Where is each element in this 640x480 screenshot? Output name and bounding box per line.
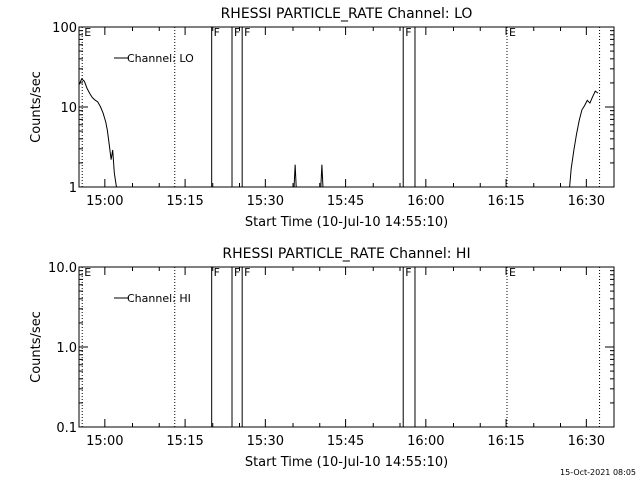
- event-marker-label: F: [234, 26, 240, 39]
- legend-label: Channel: HI: [127, 292, 191, 305]
- x-tick-label: 15:30: [247, 434, 284, 449]
- y-tick-label: 0.1: [56, 421, 77, 436]
- y-tick-label: 100: [52, 21, 77, 36]
- series-line-segment: [569, 90, 599, 188]
- x-tick-label: 15:15: [166, 194, 203, 209]
- x-tick-label: 15:45: [327, 194, 364, 209]
- series-line-segment: [320, 164, 324, 188]
- event-marker-label: F: [244, 26, 250, 39]
- event-marker-label: E: [509, 26, 516, 39]
- event-marker-label: E: [84, 26, 91, 39]
- chart-panel-2: RHESSI PARTICLE_RATE Channel: HI Start Ti…: [29, 246, 615, 470]
- x-tick-label: 16:00: [407, 434, 444, 449]
- event-marker-label: F: [405, 26, 411, 39]
- y-axis-label: Counts/sec: [29, 71, 44, 143]
- x-tick-label: 15:00: [86, 194, 123, 209]
- x-tick-label: 16:00: [407, 194, 444, 209]
- y-tick-label: 1.0: [56, 341, 77, 356]
- chart-title: RHESSI PARTICLE_RATE Channel: HI: [222, 246, 470, 262]
- x-tick-label: 15:45: [327, 434, 364, 449]
- y-tick-label: 10: [60, 101, 77, 116]
- print-timestamp: 15-Oct-2021 08:05: [560, 468, 636, 477]
- x-tick-label: 15:15: [166, 434, 203, 449]
- y-axis-label: Counts/sec: [29, 311, 44, 383]
- chart-panel-1: RHESSI PARTICLE_RATE Channel: LO Start Ti…: [29, 6, 615, 230]
- x-tick-label: 16:15: [487, 434, 524, 449]
- series-line-segment: [78, 78, 117, 188]
- event-marker-label: E: [84, 266, 91, 279]
- x-tick-label: 15:30: [247, 194, 284, 209]
- chart-title: RHESSI PARTICLE_RATE Channel: LO: [221, 6, 473, 22]
- event-marker-label: F: [214, 266, 220, 279]
- event-marker-label: F: [214, 26, 220, 39]
- legend-label: Channel: LO: [127, 52, 194, 65]
- x-tick-label: 16:30: [568, 194, 605, 209]
- x-axis-label: Start Time (10-Jul-10 14:55:10): [245, 455, 448, 470]
- event-marker-label: F: [244, 266, 250, 279]
- x-tick-label: 15:00: [86, 434, 123, 449]
- event-marker-label: F: [405, 266, 411, 279]
- y-tick-label: 1: [69, 181, 77, 196]
- series-line-segment: [293, 164, 297, 188]
- event-marker-label: F: [234, 266, 240, 279]
- x-tick-label: 16:15: [487, 194, 524, 209]
- event-marker-label: E: [509, 266, 516, 279]
- y-tick-label: 10.0: [48, 261, 77, 276]
- x-tick-label: 16:30: [568, 434, 605, 449]
- x-axis-label: Start Time (10-Jul-10 14:55:10): [245, 215, 448, 230]
